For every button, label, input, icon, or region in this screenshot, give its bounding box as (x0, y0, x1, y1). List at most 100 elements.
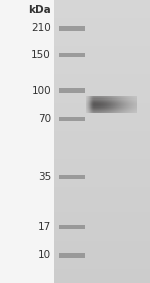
Bar (89, 111, 90, 112)
Bar (124, 110, 125, 111)
Bar (98, 108, 99, 109)
Bar (92, 98, 93, 100)
Text: kDa: kDa (28, 5, 51, 15)
Bar (114, 100, 115, 101)
Bar (122, 102, 123, 103)
Text: 10: 10 (38, 250, 51, 260)
Bar (119, 101, 120, 102)
Bar (129, 106, 130, 108)
Bar (97, 103, 98, 104)
Bar (89, 96, 90, 97)
Bar (54, 163, 150, 166)
Bar (133, 106, 134, 108)
Bar (54, 120, 150, 124)
Bar (94, 103, 95, 104)
Bar (93, 106, 94, 108)
Bar (86, 105, 87, 106)
Bar (112, 102, 113, 103)
Bar (128, 98, 129, 100)
Bar (124, 101, 125, 102)
Bar (122, 101, 123, 102)
Bar (99, 101, 100, 102)
Bar (59, 88, 85, 93)
Bar (97, 112, 98, 113)
Bar (134, 105, 135, 106)
Bar (134, 109, 135, 110)
Bar (92, 103, 93, 104)
Bar (92, 106, 93, 108)
Bar (91, 102, 92, 103)
Bar (113, 97, 114, 98)
Bar (109, 104, 110, 105)
Bar (92, 108, 93, 109)
Bar (102, 97, 103, 98)
Bar (101, 110, 102, 111)
Bar (89, 110, 90, 111)
Bar (123, 110, 124, 111)
Bar (104, 104, 105, 105)
Bar (96, 96, 97, 97)
Bar (54, 251, 150, 255)
Bar (135, 102, 136, 103)
Bar (119, 96, 120, 97)
Bar (106, 101, 107, 102)
Bar (87, 100, 88, 101)
Bar (100, 105, 101, 106)
Bar (113, 106, 114, 108)
Bar (107, 96, 108, 97)
Bar (99, 111, 100, 112)
Bar (91, 110, 92, 111)
Bar (86, 106, 87, 108)
Bar (129, 98, 130, 100)
Bar (102, 112, 103, 113)
Bar (99, 109, 100, 110)
Bar (109, 106, 110, 108)
Bar (86, 102, 87, 103)
Bar (98, 100, 99, 101)
Bar (59, 26, 85, 31)
Bar (94, 105, 95, 106)
Bar (54, 46, 150, 50)
Bar (108, 103, 109, 104)
Bar (135, 109, 136, 110)
Bar (98, 103, 99, 104)
Bar (130, 98, 131, 100)
Bar (107, 103, 108, 104)
Bar (132, 109, 133, 110)
Bar (54, 35, 150, 39)
Text: 70: 70 (38, 114, 51, 124)
Bar (54, 173, 150, 177)
Bar (92, 109, 93, 110)
Bar (135, 106, 136, 108)
Bar (88, 105, 89, 106)
Bar (94, 97, 95, 98)
Bar (116, 111, 117, 112)
Bar (54, 276, 150, 280)
Bar (117, 98, 118, 100)
Bar (106, 103, 107, 104)
Bar (132, 110, 133, 111)
Bar (120, 106, 121, 108)
Bar (135, 111, 136, 112)
Bar (96, 98, 97, 100)
Bar (132, 96, 133, 97)
Bar (103, 102, 104, 103)
Bar (54, 212, 150, 216)
Bar (118, 97, 119, 98)
Bar (97, 111, 98, 112)
Bar (112, 109, 113, 110)
Bar (104, 110, 105, 111)
Bar (133, 108, 134, 109)
Bar (54, 166, 150, 170)
Bar (112, 96, 113, 97)
Bar (100, 112, 101, 113)
Bar (89, 104, 90, 105)
Bar (115, 112, 116, 113)
Bar (94, 101, 95, 102)
Bar (94, 106, 95, 108)
Bar (97, 105, 98, 106)
Bar (111, 103, 112, 104)
Bar (113, 98, 114, 100)
Bar (119, 110, 120, 111)
Bar (115, 108, 116, 109)
